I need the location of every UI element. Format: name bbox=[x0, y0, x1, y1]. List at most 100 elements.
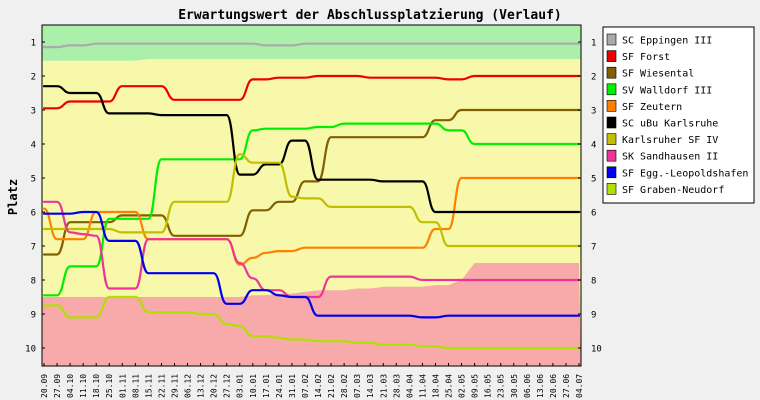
x-tick-label: 04.04 bbox=[405, 374, 414, 398]
y-tick-label-right: 2 bbox=[591, 73, 596, 83]
y-tick-label-right: 4 bbox=[591, 141, 596, 151]
x-tick-label: 08.11 bbox=[131, 374, 140, 398]
x-tick-label: 14.03 bbox=[366, 374, 375, 398]
x-tick-label: 11.10 bbox=[79, 374, 88, 398]
legend-box bbox=[602, 26, 755, 204]
x-tick-label: 18.10 bbox=[92, 374, 101, 398]
legend-label: SF Egg.-Leopoldshafen bbox=[622, 168, 748, 179]
x-tick-label: 01.11 bbox=[118, 374, 127, 398]
legend-swatch bbox=[606, 33, 617, 46]
legend-swatch bbox=[606, 50, 617, 62]
legend-swatch bbox=[606, 100, 617, 112]
legend-label: SF Wiesental bbox=[622, 69, 694, 80]
legend-label: SF Graben-Neudorf bbox=[622, 185, 724, 196]
x-tick-label: 07.02 bbox=[301, 374, 310, 398]
series-lines bbox=[42, 42, 581, 350]
x-tick-label: 28.03 bbox=[392, 374, 401, 398]
series-line-karlsruher-sf-iv bbox=[42, 153, 581, 248]
legend-label: SV Walldorf III bbox=[622, 85, 712, 96]
legend: SC Eppingen III SF Forst SF Wiesental SV Wa… bbox=[602, 26, 755, 204]
y-tick-label-left: 9 bbox=[31, 311, 36, 321]
x-tick-label: 16.05 bbox=[484, 374, 493, 398]
x-tick-label: 06.12 bbox=[184, 374, 193, 398]
series-line-sf-egg-leopoldshafen bbox=[42, 210, 581, 319]
x-tick-label: 24.01 bbox=[275, 374, 284, 398]
x-tick-label: 27.09 bbox=[53, 374, 62, 398]
x-tick-label: 28.02 bbox=[340, 374, 349, 398]
x-tick-label: 09.05 bbox=[471, 374, 480, 398]
y-tick-label-right: 7 bbox=[591, 243, 596, 253]
x-tick-label: 14.02 bbox=[314, 374, 323, 398]
y-tick-label-right: 5 bbox=[591, 175, 596, 185]
x-tick-label: 29.11 bbox=[170, 374, 179, 398]
series-line-sf-zeutern bbox=[42, 176, 581, 266]
series-line-sf-wiesental bbox=[42, 108, 581, 256]
x-tick-label: 25.10 bbox=[105, 374, 114, 398]
x-tick-label: 13.12 bbox=[197, 374, 206, 398]
x-tick-label: 04.10 bbox=[66, 374, 75, 398]
legend-label: SK Sandhausen II bbox=[622, 152, 718, 163]
x-tick-label: 21.02 bbox=[327, 374, 336, 398]
x-tick-label: 11.04 bbox=[418, 374, 427, 398]
series-line-sc-eppingen-iii bbox=[42, 42, 581, 49]
x-tick-label: 20.12 bbox=[210, 374, 219, 398]
background-zones bbox=[42, 25, 581, 366]
x-tick-labels: 20.09 27.09 04.10 11.10 18.10 25.10 01.11 08.11… bbox=[40, 363, 584, 398]
y-tick-label-right: 10 bbox=[591, 345, 602, 355]
y-tick-label-left: 6 bbox=[31, 209, 36, 219]
legend-label: SF Zeutern bbox=[622, 102, 682, 113]
x-tick-label: 18.04 bbox=[431, 374, 440, 398]
x-tick-label: 07.03 bbox=[353, 374, 362, 398]
series-line-sf-forst bbox=[42, 74, 581, 110]
x-tick-label: 15.11 bbox=[144, 374, 153, 398]
legend-swatch bbox=[606, 183, 617, 195]
legend-label: SC Eppingen III bbox=[622, 36, 712, 47]
x-tick-label: 20.09 bbox=[40, 374, 49, 398]
legend-swatch bbox=[606, 83, 617, 96]
legend-swatch bbox=[606, 116, 617, 129]
y-tick-label-left: 5 bbox=[31, 175, 36, 185]
x-tick-label: 06.06 bbox=[523, 374, 532, 398]
x-tick-label: 23.05 bbox=[497, 374, 506, 398]
y-axis-label: Platz bbox=[6, 179, 20, 215]
legend-swatch bbox=[606, 66, 617, 79]
x-tick-label: 20.06 bbox=[549, 374, 558, 398]
x-tick-label: 21.03 bbox=[379, 374, 388, 398]
y-tick-label-right: 6 bbox=[591, 209, 596, 219]
y-tick-label-right: 1 bbox=[591, 39, 596, 49]
series-line-sv-walldorf-iii bbox=[42, 122, 581, 297]
chart-title: Erwartungswert der Abschlussplatzierung … bbox=[178, 8, 562, 23]
legend-swatch bbox=[606, 133, 617, 145]
y-tick-label-left: 10 bbox=[25, 345, 36, 355]
legend-label: SF Forst bbox=[622, 52, 670, 63]
y-tick-label-left: 1 bbox=[31, 39, 36, 49]
x-tick-label: 13.06 bbox=[536, 374, 545, 398]
y-tick-label-right: 8 bbox=[591, 277, 596, 287]
plot-frame bbox=[41, 24, 582, 367]
x-tick-label: 31.01 bbox=[288, 374, 297, 398]
y-tick-label-left: 3 bbox=[31, 107, 36, 117]
x-tick-label: 17.01 bbox=[262, 374, 271, 398]
y-tick-label-left: 8 bbox=[31, 277, 36, 287]
series-line-sf-graben-neudorf bbox=[42, 295, 581, 350]
x-tick-label: 27.12 bbox=[223, 374, 232, 398]
series-line-sk-sandhausen-ii bbox=[42, 200, 581, 299]
x-tick-label: 02.05 bbox=[458, 374, 467, 398]
x-tick-label: 22.11 bbox=[157, 374, 166, 398]
x-tick-label: 10.01 bbox=[249, 374, 258, 398]
series-line-sc-ubu-karlsruhe bbox=[42, 85, 581, 214]
y-tick-label-right: 3 bbox=[591, 107, 596, 117]
y-tick-label-left: 2 bbox=[31, 73, 36, 83]
x-tick-label: 03.01 bbox=[236, 374, 245, 398]
x-tick-label: 27.06 bbox=[562, 374, 571, 398]
legend-swatch bbox=[606, 149, 617, 162]
legend-label: Karlsruher SF IV bbox=[622, 135, 718, 146]
plot-border bbox=[41, 24, 582, 367]
legend-label: SC uBu Karlsruhe bbox=[622, 119, 718, 130]
zone-relegation bbox=[42, 263, 581, 366]
x-tick-label: 04.07 bbox=[575, 374, 584, 398]
y-tick-labels: 1 1 2 2 3 3 4 4 5 5 6 6 7 7 8 8 9 9 10 10 bbox=[25, 39, 602, 355]
x-tick-label: 30.05 bbox=[510, 374, 519, 398]
y-tick-label-left: 7 bbox=[31, 243, 36, 253]
